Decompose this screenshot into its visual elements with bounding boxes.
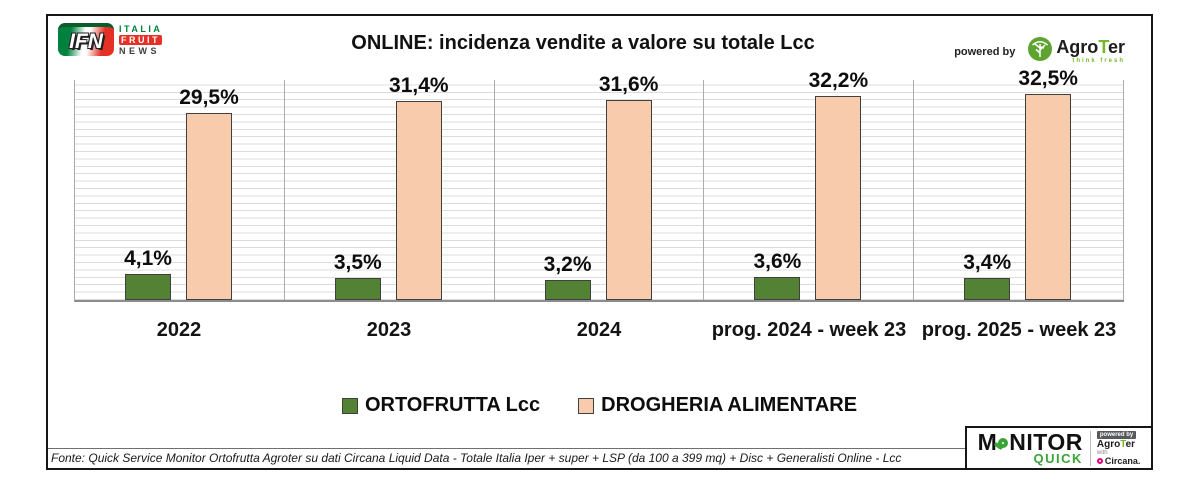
circana-icon [1096,458,1103,464]
legend-label: ORTOFRUTTA Lcc [364,394,541,416]
legend-item-drogheria-alimentare: DROGHERIA ALIMENTARE [578,394,857,417]
monitor-rest: NITOR [1009,428,1083,455]
plot-cell-prog-2025-week-23: 3,4% 32,5% [914,67,1124,300]
powered-by-label: powered by [954,45,1016,58]
plot-cell-2022: 4,1% 29,5% [75,80,285,300]
monitor-m: M [977,428,998,455]
plot-cell-2024: 3,2% 31,6% [495,73,705,300]
legend-swatch [578,397,595,414]
ifn-wordmark: ITALIA FRUIT NEWS [119,24,162,56]
bar-ortofrutta-lcc-2023 [334,277,381,300]
monitor-powered-by-badge: powered by [1096,430,1137,439]
ifn-line-news: NEWS [119,45,160,56]
circana-label: Circana. [1096,456,1140,466]
plot-cell-2023: 3,5% 31,4% [285,74,495,300]
legend-item-ortofrutta-lcc: ORTOFRUTTA Lcc [341,394,541,417]
agroter-wordmark: AgroTer [1056,37,1125,57]
bar-ortofrutta-lcc-2024 [544,279,591,300]
monitor-with-label: with [1096,449,1108,456]
ifn-flag-badge: IFN [58,23,114,56]
ifn-line-italia: ITALIA [119,23,163,34]
ifn-logo: IFN ITALIA FRUIT NEWS [58,23,162,56]
monitor-credits: powered by AgroTer with Circana. [1089,430,1140,466]
bar-value-label: 4,1% [124,247,172,270]
agroter-tagline: think fresh [1072,58,1125,64]
bar-ortofrutta-lcc-prog-2024-week-23 [754,277,801,300]
monitor-quick-logo: M NITOR QUICK powered by AgroTer with Cir… [965,426,1151,468]
legend-label: DROGHERIA ALIMENTARE [601,394,858,416]
bar-drogheria-alimentare-2023 [395,100,442,300]
chart-frame: IFN ITALIA FRUIT NEWS ONLINE: incidenza … [46,14,1153,470]
bar-ortofrutta-lcc-2022 [125,274,171,300]
agroter-powered-by: powered by AgroTer think fresh [954,36,1125,67]
category-label-2024: 2024 [576,319,622,341]
category-label-2022: 2022 [156,319,202,341]
bar-value-label: 29,5% [179,85,239,109]
legend-swatch [341,397,358,414]
plot-area: 4,1% 29,5% 3,5% 31,4% 3,2% 31,6% 3,6% 32,2% 3,4%… [74,67,1124,302]
category-label-prog-2025-week-23: prog. 2025 - week 23 [921,319,1117,341]
ifn-line-fruit: FRUIT [119,34,162,45]
bar-drogheria-alimentare-prog-2024-week-23 [815,95,862,300]
bar-drogheria-alimentare-2022 [186,112,232,300]
bar-value-label: 3,6% [753,250,802,274]
bar-value-label: 32,2% [808,68,869,92]
source-note: Fonte: Quick Service Monitor Ortofrutta … [48,448,1151,468]
bar-drogheria-alimentare-prog-2025-week-23 [1025,93,1072,300]
plot-cell-prog-2024-week-23: 3,6% 32,2% [704,69,915,300]
category-axis: 2022 2023 2024 prog. 2024 - week 23 prog. 20… [74,312,1124,344]
legend: ORTOFRUTTA Lcc DROGHERIA ALIMENTARE [48,394,1151,417]
bar-value-label: 3,5% [333,250,382,274]
bar-value-label: 3,4% [963,251,1012,275]
agroter-logo: AgroTer think fresh [1027,36,1125,67]
bar-value-label: 32,5% [1018,66,1078,90]
agroter-tree-icon [1027,36,1053,67]
bar-drogheria-alimentare-2024 [605,99,652,300]
monitor-quick-label: QUICK [1033,450,1083,466]
magnifier-icon [998,437,1009,448]
bar-value-label: 3,2% [543,252,592,276]
bar-value-label: 31,4% [389,73,449,97]
ifn-acronym: IFN [69,29,103,53]
monitor-wordmark: M NITOR QUICK [977,428,1083,466]
category-label-prog-2024-week-23: prog. 2024 - week 23 [711,319,907,341]
bar-value-label: 31,6% [598,72,659,96]
category-label-2023: 2023 [366,319,412,341]
chart-title: ONLINE: incidenza vendite a valore su to… [351,32,815,54]
monitor-agroter-label: AgroTer [1096,438,1136,450]
bar-ortofrutta-lcc-prog-2025-week-23 [964,278,1011,300]
